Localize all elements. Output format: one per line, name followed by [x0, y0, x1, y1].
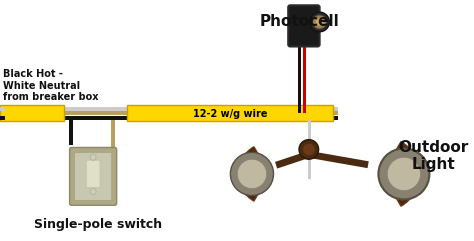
Bar [308, 120, 311, 179]
FancyBboxPatch shape [86, 160, 100, 188]
Text: Photocell: Photocell [259, 14, 339, 29]
FancyBboxPatch shape [70, 147, 117, 205]
Bar [69, 120, 73, 145]
Circle shape [237, 159, 267, 189]
Circle shape [378, 148, 429, 199]
Text: Black Hot -
White Neutral
from breaker box: Black Hot - White Neutral from breaker b… [3, 69, 99, 102]
Circle shape [316, 18, 324, 26]
Circle shape [310, 12, 329, 32]
Bar [69, 182, 115, 186]
FancyBboxPatch shape [74, 152, 112, 201]
Text: Single-pole switch: Single-pole switch [34, 218, 162, 231]
Circle shape [90, 154, 96, 160]
Circle shape [299, 140, 319, 159]
FancyBboxPatch shape [288, 5, 319, 47]
Bar [0, 105, 64, 121]
Circle shape [313, 15, 327, 29]
Bar [0, 116, 338, 120]
Wedge shape [242, 151, 270, 196]
Bar [128, 105, 333, 121]
Text: Outdoor
Light: Outdoor Light [398, 140, 468, 172]
Bar [0, 107, 338, 111]
Bar [0, 111, 338, 115]
Bar [0, 107, 5, 111]
Bar [303, 42, 306, 113]
Text: 12-2 w/g wire: 12-2 w/g wire [193, 109, 268, 119]
Circle shape [230, 152, 273, 195]
Wedge shape [238, 147, 270, 201]
Wedge shape [383, 142, 419, 206]
Bar [0, 116, 5, 120]
Circle shape [303, 144, 315, 155]
Bar [111, 120, 115, 159]
Circle shape [90, 189, 96, 194]
Wedge shape [383, 147, 416, 201]
Circle shape [387, 157, 420, 191]
Bar [298, 42, 301, 113]
